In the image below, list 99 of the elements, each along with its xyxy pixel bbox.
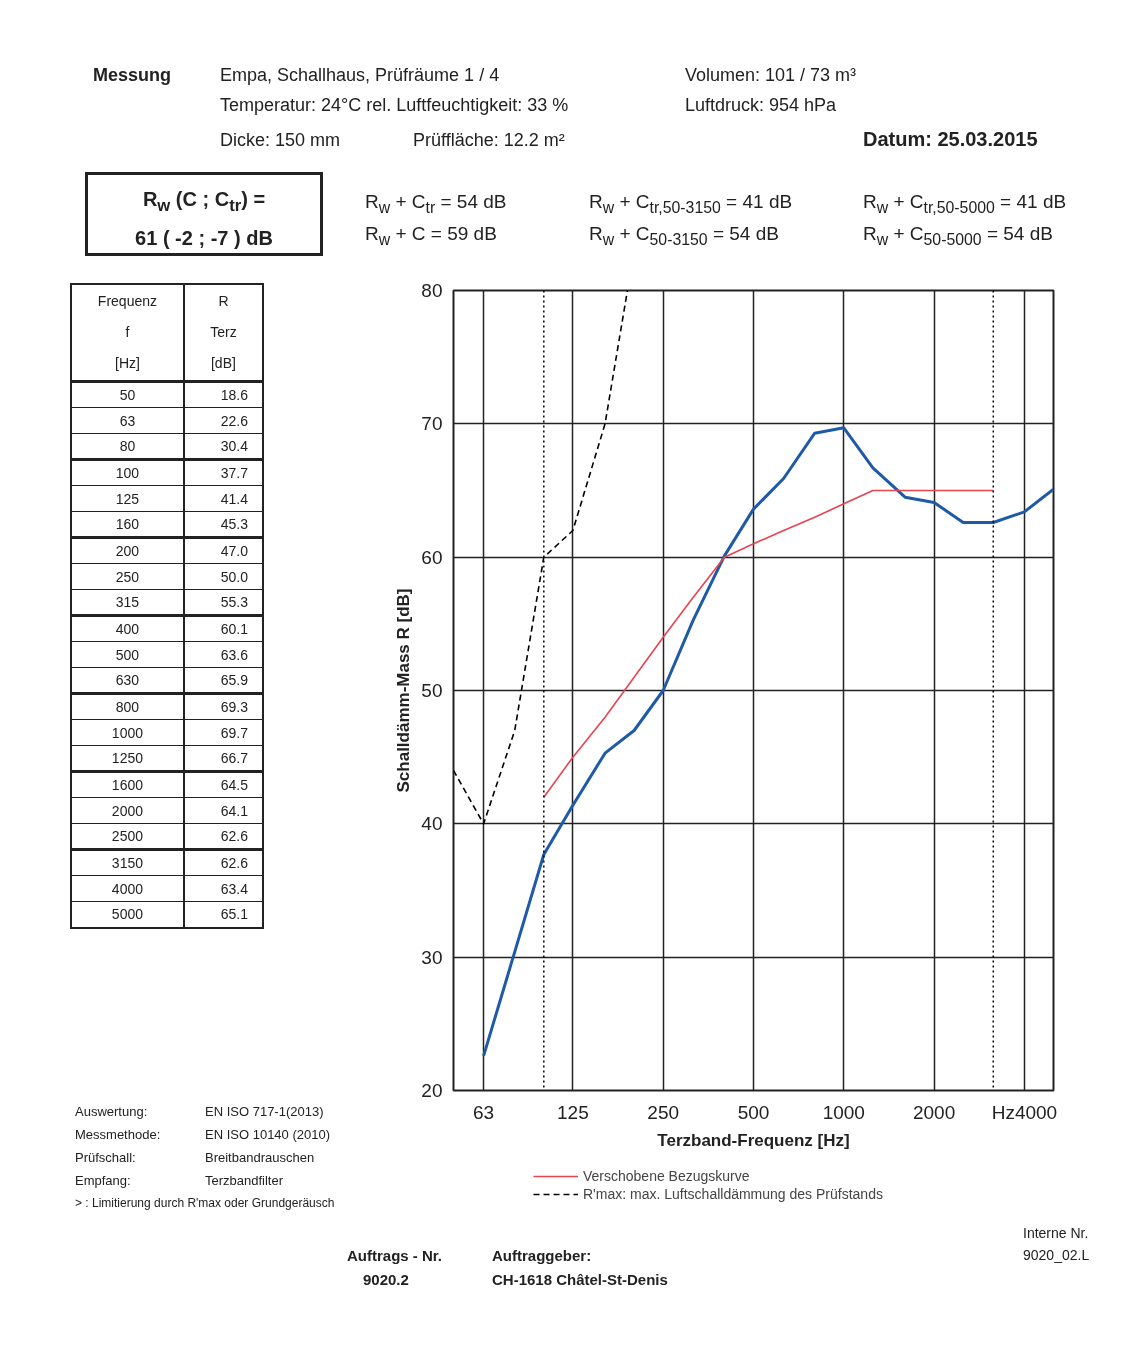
y-tick-label: 70 [421,413,443,435]
text: 500 [71,641,184,668]
text: 400 [71,615,184,642]
text: 22.6 [183,407,263,434]
text: 55.3 [183,589,263,616]
legend-label: R'max: max. Luftschalldämmung des Prüfstands [583,1186,883,1202]
text: R$_{w}$ + C$_{tr,50-3150}$ = 41 dB [589,190,793,218]
text: 800 [71,693,184,720]
text: 5000 [71,901,184,928]
text: Auswertung: [75,1103,148,1121]
text: 61 ( -2 ; -7 ) dB [135,227,273,249]
text: Volumen: 101 / 73 m³ [685,64,857,87]
y-tick-label: 40 [421,813,443,835]
text: 4000 [71,875,184,902]
text: Messmethode: [75,1126,161,1144]
text: 9020_02.L [1023,1246,1090,1265]
text: R$_{w}$ + C$_{50-3150}$ = 54 dB [589,222,779,250]
text: Temperatur: 24°C rel. Luftfeuchtigkeit: 33 % [220,94,569,117]
text: 2000 [71,797,184,824]
text: 125 [71,485,184,512]
text: 315 [71,589,184,616]
text: R [218,293,229,309]
text: [dB] [210,355,236,371]
text: 37.7 [183,459,263,486]
text: 65.1 [183,901,263,928]
text: 63.6 [183,641,263,668]
text: 47.0 [183,537,263,564]
text: Messung [93,64,172,87]
y-tick-label: 30 [421,946,443,968]
text: 2500 [71,823,184,850]
text: Dicke: 150 mm [220,129,341,152]
text: 80 [71,433,184,460]
text: 41.4 [183,485,263,512]
text: 69.7 [183,719,263,746]
text: 18.6 [183,381,263,408]
text: 100 [71,459,184,486]
text: 1600 [71,771,184,798]
text: > : Limitierung durch R'max oder Grundgeräusch [75,1195,335,1212]
text: Terz [210,324,237,340]
text: EN ISO 717-1(2013) [205,1103,324,1121]
text: Interne Nr. [1023,1224,1089,1243]
y-axis-title: Schalldämm-Mass R [dB] [394,588,414,793]
text: CH-1618 Châtel-St-Denis [492,1270,668,1290]
text: 63.4 [183,875,263,902]
y-tick-label: 50 [421,680,443,701]
text: 66.7 [183,745,263,772]
x-tick-label: 125 [557,1101,589,1123]
text: 69.3 [183,693,263,720]
text: Empa, Schallhaus, Prüfräume 1 / 4 [220,64,500,87]
line-series [543,489,995,798]
text: 1000 [71,719,184,746]
text: R$_{w}$ + C$_{tr}$ = 54 dB [365,190,507,218]
text: 1250 [71,745,184,772]
text: 64.5 [183,771,263,798]
text: Prüffläche: 12.2 m² [413,129,565,152]
text: 63 [71,407,184,434]
text: 62.6 [183,823,263,850]
y-tick-label: 20 [421,1080,443,1101]
x-tick-label: 63 [473,1101,495,1123]
text: Datum: 25.03.2015 [863,127,1038,152]
text: R$_{w}$ + C$_{tr,50-5000}$ = 41 dB [863,190,1067,218]
y-tick-label: 60 [421,546,443,568]
text: 160 [71,511,184,538]
text: R$_{w}$ + C = 59 dB [365,222,497,250]
text: 64.1 [183,797,263,824]
text: 30.4 [183,433,263,460]
text: 9020.2 [363,1270,409,1290]
text: 62.6 [183,849,263,876]
x-tick-label: 250 [647,1101,680,1123]
text: 50 [71,381,184,408]
text: Luftdruck: 954 hPa [685,94,837,117]
text: f [125,324,130,340]
x-tick-label: 500 [737,1101,770,1123]
text: Frequenz [97,293,158,309]
text: Breitbandrauschen [205,1149,315,1167]
x-tick-label: Hz4000 [991,1101,1058,1123]
text: 200 [71,537,184,564]
text: 3150 [71,849,184,876]
legend-label: Verschobene Bezugskurve [583,1168,750,1184]
line-series [482,426,1054,1058]
x-tick-label: 2000 [912,1101,956,1123]
x-axis-title: Terzband-Frequenz [Hz] [657,1130,850,1150]
text: 50.0 [183,563,263,590]
text: Auftrags - Nr. [347,1246,443,1266]
text: 60.1 [183,615,263,642]
text: Auftraggeber: [492,1246,592,1266]
text: 65.9 [183,667,263,694]
x-tick-label: 1000 [822,1101,865,1123]
text: Empfang: [75,1172,131,1190]
text: Terzbandfilter [205,1172,284,1190]
text: Prüfschall: [75,1149,136,1167]
text: 630 [71,667,184,694]
text: 45.3 [183,511,263,538]
text: [Hz] [115,355,140,371]
text: R$_{w}$ (C ; C$_{tr}$) = [142,188,266,215]
text: 250 [71,563,184,590]
text: R$_{w}$ + C$_{50-5000}$ = 54 dB [863,222,1053,250]
text: EN ISO 10140 (2010) [205,1126,331,1144]
y-tick-label: 80 [421,280,443,301]
